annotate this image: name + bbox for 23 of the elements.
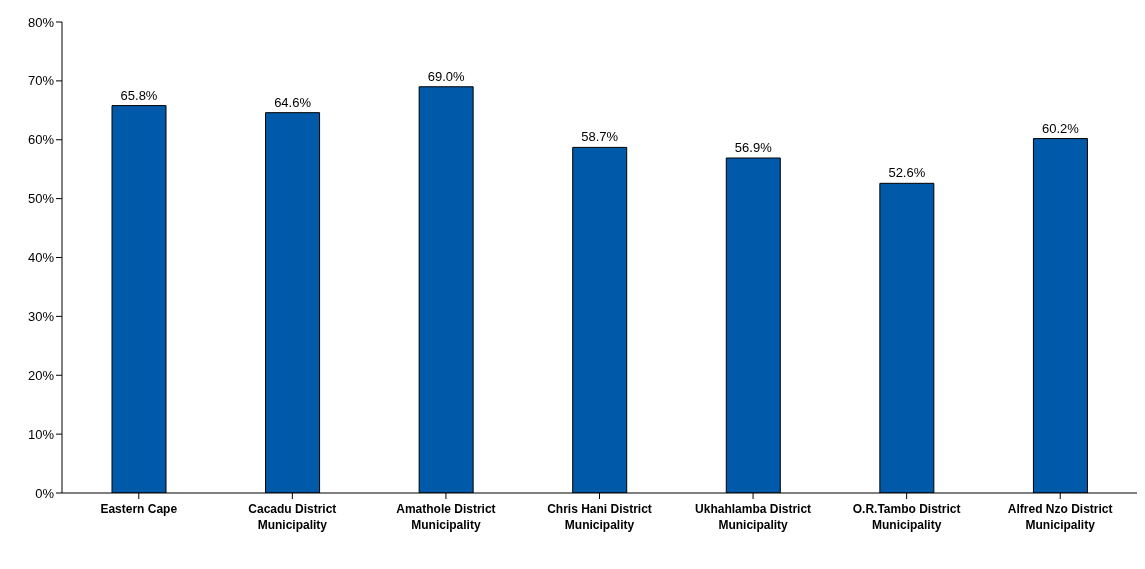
y-tick-label: 80% [27, 14, 55, 30]
data-label: 64.6% [274, 94, 312, 110]
x-tick-label: Eastern Cape [100, 502, 178, 516]
y-tick-label: 50% [27, 191, 55, 207]
data-label: 69.0% [427, 68, 466, 84]
y-tick-label: 10% [27, 426, 55, 442]
x-tick-label: Ukhahlamba District Municipality [695, 502, 812, 532]
data-label: 65.8% [120, 87, 158, 103]
y-tick-label: 0% [35, 485, 55, 501]
data-label: 56.9% [734, 140, 773, 155]
x-tick-label: Amathole District Municipality [396, 502, 496, 532]
x-tick-label: Chris Hani District Municipality [547, 502, 652, 532]
y-tick-label: 30% [27, 308, 55, 324]
y-tick-label: 20% [27, 367, 55, 383]
x-tick-label: O.R.Tambo District Municipality [852, 502, 961, 532]
data-label: 60.2% [1041, 120, 1080, 136]
data-label: 58.7% [581, 129, 619, 145]
x-tick-label: Alfred Nzo District Municipality [1007, 502, 1113, 532]
y-tick-label: 70% [27, 73, 55, 89]
data-label: 52.6% [888, 165, 926, 181]
y-tick-label: 40% [27, 250, 55, 266]
x-tick-label: Cacadu District Municipality [248, 502, 337, 532]
y-tick-label: 60% [27, 132, 55, 148]
